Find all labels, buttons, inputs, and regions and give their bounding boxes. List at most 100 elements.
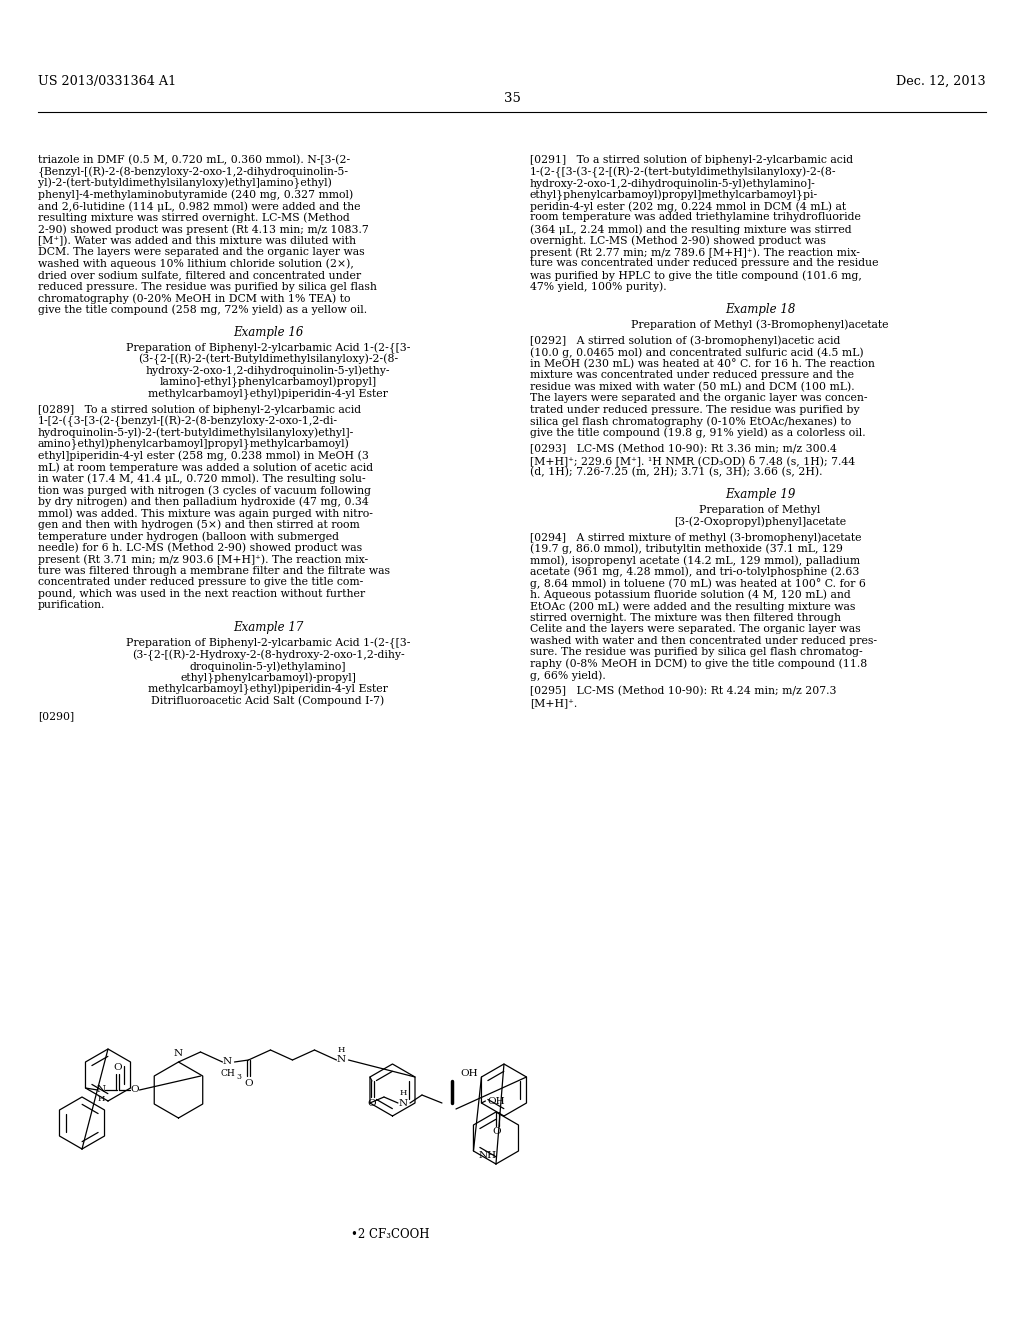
Text: {Benzyl-[(R)-2-(8-benzyloxy-2-oxo-1,2-dihydroquinolin-5-: {Benzyl-[(R)-2-(8-benzyloxy-2-oxo-1,2-di…	[38, 166, 349, 178]
Text: lamino]-ethyl}phenylcarbamoyl)propyl]: lamino]-ethyl}phenylcarbamoyl)propyl]	[160, 378, 377, 388]
Text: Example 17: Example 17	[232, 622, 303, 635]
Text: 3: 3	[236, 1073, 241, 1081]
Text: O: O	[493, 1127, 502, 1137]
Text: resulting mixture was stirred overnight. LC-MS (Method: resulting mixture was stirred overnight.…	[38, 213, 350, 223]
Text: h. Aqueous potassium fluoride solution (4 M, 120 mL) and: h. Aqueous potassium fluoride solution (…	[530, 590, 851, 601]
Text: 35: 35	[504, 92, 520, 106]
Text: washed with water and then concentrated under reduced pres-: washed with water and then concentrated …	[530, 636, 877, 645]
Text: raphy (0-8% MeOH in DCM) to give the title compound (11.8: raphy (0-8% MeOH in DCM) to give the tit…	[530, 659, 867, 669]
Text: residue was mixed with water (50 mL) and DCM (100 mL).: residue was mixed with water (50 mL) and…	[530, 381, 855, 392]
Text: and 2,6-lutidine (114 μL, 0.982 mmol) were added and the: and 2,6-lutidine (114 μL, 0.982 mmol) we…	[38, 201, 360, 211]
Text: yl)-2-(tert-butyldimethylsilanyloxy)ethyl]amino}ethyl): yl)-2-(tert-butyldimethylsilanyloxy)ethy…	[38, 178, 332, 189]
Text: methylcarbamoyl}ethyl)piperidin-4-yl Ester: methylcarbamoyl}ethyl)piperidin-4-yl Est…	[148, 684, 388, 696]
Text: N: N	[174, 1049, 183, 1059]
Text: N: N	[97, 1085, 106, 1094]
Text: acetate (961 mg, 4.28 mmol), and tri-o-tolylphosphine (2.63: acetate (961 mg, 4.28 mmol), and tri-o-t…	[530, 566, 859, 577]
Text: Example 18: Example 18	[725, 302, 796, 315]
Text: Preparation of Biphenyl-2-ylcarbamic Acid 1-(2-{[3-: Preparation of Biphenyl-2-ylcarbamic Aci…	[126, 638, 411, 649]
Text: Example 16: Example 16	[232, 326, 303, 339]
Text: Ditrifluoroacetic Acid Salt (Compound I-7): Ditrifluoroacetic Acid Salt (Compound I-…	[152, 696, 385, 706]
Text: [0290]: [0290]	[38, 711, 74, 722]
Text: present (Rt 3.71 min; m/z 903.6 [M+H]⁺). The reaction mix-: present (Rt 3.71 min; m/z 903.6 [M+H]⁺).…	[38, 554, 368, 565]
Text: chromatography (0-20% MeOH in DCM with 1% TEA) to: chromatography (0-20% MeOH in DCM with 1…	[38, 293, 350, 304]
Text: 2-90) showed product was present (Rt 4.13 min; m/z 1083.7: 2-90) showed product was present (Rt 4.1…	[38, 224, 369, 235]
Text: (10.0 g, 0.0465 mol) and concentrated sulfuric acid (4.5 mL): (10.0 g, 0.0465 mol) and concentrated su…	[530, 347, 863, 358]
Text: by dry nitrogen) and then palladium hydroxide (47 mg, 0.34: by dry nitrogen) and then palladium hydr…	[38, 496, 369, 507]
Text: triazole in DMF (0.5 M, 0.720 mL, 0.360 mmol). N-[3-(2-: triazole in DMF (0.5 M, 0.720 mL, 0.360 …	[38, 154, 350, 165]
Text: needle) for 6 h. LC-MS (Method 2-90) showed product was: needle) for 6 h. LC-MS (Method 2-90) sho…	[38, 543, 362, 553]
Text: ture was filtered through a membrane filter and the filtrate was: ture was filtered through a membrane fil…	[38, 565, 390, 576]
Text: droquinolin-5-yl)ethylamino]: droquinolin-5-yl)ethylamino]	[189, 661, 346, 672]
Text: (3-{2-[(R)-2-(tert-Butyldimethylsilanyloxy)-2-(8-: (3-{2-[(R)-2-(tert-Butyldimethylsilanylo…	[138, 354, 398, 366]
Text: in water (17.4 M, 41.4 μL, 0.720 mmol). The resulting solu-: in water (17.4 M, 41.4 μL, 0.720 mmol). …	[38, 474, 366, 484]
Text: Preparation of Methyl: Preparation of Methyl	[699, 504, 820, 515]
Text: Example 19: Example 19	[725, 488, 796, 500]
Text: give the title compound (258 mg, 72% yield) as a yellow oil.: give the title compound (258 mg, 72% yie…	[38, 305, 368, 315]
Text: hydroxy-2-oxo-1,2-dihydroquinolin-5-yl)ethylamino]-: hydroxy-2-oxo-1,2-dihydroquinolin-5-yl)e…	[530, 178, 816, 189]
Text: present (Rt 2.77 min; m/z 789.6 [M+H]⁺). The reaction mix-: present (Rt 2.77 min; m/z 789.6 [M+H]⁺).…	[530, 247, 860, 257]
Text: H: H	[98, 1096, 105, 1104]
Text: US 2013/0331364 A1: US 2013/0331364 A1	[38, 75, 176, 88]
Text: O: O	[114, 1064, 122, 1072]
Text: N: N	[337, 1056, 346, 1064]
Text: stirred overnight. The mixture was then filtered through: stirred overnight. The mixture was then …	[530, 612, 841, 623]
Text: mmol), isopropenyl acetate (14.2 mL, 129 mmol), palladium: mmol), isopropenyl acetate (14.2 mL, 129…	[530, 556, 860, 566]
Text: [0289]   To a stirred solution of biphenyl-2-ylcarbamic acid: [0289] To a stirred solution of biphenyl…	[38, 404, 361, 414]
Text: phenyl]-4-methylaminobutyramide (240 mg, 0.327 mmol): phenyl]-4-methylaminobutyramide (240 mg,…	[38, 190, 353, 201]
Text: washed with aqueous 10% lithium chloride solution (2×),: washed with aqueous 10% lithium chloride…	[38, 259, 354, 269]
Text: (d, 1H); 7.26-7.25 (m, 2H); 3.71 (s, 3H); 3.66 (s, 2H).: (d, 1H); 7.26-7.25 (m, 2H); 3.71 (s, 3H)…	[530, 467, 822, 477]
Text: ture was concentrated under reduced pressure and the residue: ture was concentrated under reduced pres…	[530, 259, 879, 268]
Text: was purified by HPLC to give the title compound (101.6 mg,: was purified by HPLC to give the title c…	[530, 271, 862, 281]
Text: 47% yield, 100% purity).: 47% yield, 100% purity).	[530, 281, 667, 292]
Text: mmol) was added. This mixture was again purged with nitro-: mmol) was added. This mixture was again …	[38, 508, 373, 519]
Text: purification.: purification.	[38, 601, 105, 610]
Text: trated under reduced pressure. The residue was purified by: trated under reduced pressure. The resid…	[530, 404, 859, 414]
Text: amino}ethyl)phenylcarbamoyl]propyl}methylcarbamoyl): amino}ethyl)phenylcarbamoyl]propyl}methy…	[38, 440, 350, 450]
Text: reduced pressure. The residue was purified by silica gel flash: reduced pressure. The residue was purifi…	[38, 281, 377, 292]
Text: H: H	[399, 1089, 407, 1097]
Text: •2 CF₃COOH: •2 CF₃COOH	[351, 1229, 429, 1242]
Text: [0293]   LC-MS (Method 10-90): Rt 3.36 min; m/z 300.4: [0293] LC-MS (Method 10-90): Rt 3.36 min…	[530, 444, 837, 454]
Text: overnight. LC-MS (Method 2-90) showed product was: overnight. LC-MS (Method 2-90) showed pr…	[530, 235, 826, 246]
Text: DCM. The layers were separated and the organic layer was: DCM. The layers were separated and the o…	[38, 247, 365, 257]
Text: gen and then with hydrogen (5×) and then stirred at room: gen and then with hydrogen (5×) and then…	[38, 520, 359, 531]
Text: mixture was concentrated under reduced pressure and the: mixture was concentrated under reduced p…	[530, 370, 854, 380]
Text: OH: OH	[487, 1097, 505, 1106]
Text: concentrated under reduced pressure to give the title com-: concentrated under reduced pressure to g…	[38, 577, 364, 587]
Text: [0294]   A stirred mixture of methyl (3-bromophenyl)acetate: [0294] A stirred mixture of methyl (3-br…	[530, 532, 861, 543]
Text: [0291]   To a stirred solution of biphenyl-2-ylcarbamic acid: [0291] To a stirred solution of biphenyl…	[530, 154, 853, 165]
Text: The layers were separated and the organic layer was concen-: The layers were separated and the organi…	[530, 393, 867, 403]
Text: 1-(2-{[3-(3-{2-[(R)-2-(tert-butyldimethylsilanyloxy)-2-(8-: 1-(2-{[3-(3-{2-[(R)-2-(tert-butyldimethy…	[530, 166, 837, 178]
Text: ethyl}phenylcarbamoyl)propyl]methylcarbamoyl}pi-: ethyl}phenylcarbamoyl)propyl]methylcarba…	[530, 190, 818, 201]
Text: N: N	[223, 1057, 232, 1067]
Text: Dec. 12, 2013: Dec. 12, 2013	[896, 75, 986, 88]
Text: OH: OH	[460, 1068, 477, 1077]
Text: NH: NH	[478, 1151, 497, 1160]
Text: Preparation of Methyl (3-Bromophenyl)acetate: Preparation of Methyl (3-Bromophenyl)ace…	[631, 319, 889, 330]
Text: dried over sodium sulfate, filtered and concentrated under: dried over sodium sulfate, filtered and …	[38, 271, 361, 280]
Text: 1-[2-({3-[3-(2-{benzyl-[(R)-2-(8-benzyloxy-2-oxo-1,2-di-: 1-[2-({3-[3-(2-{benzyl-[(R)-2-(8-benzylo…	[38, 416, 338, 428]
Text: [M+H]⁺.: [M+H]⁺.	[530, 698, 578, 708]
Text: [0295]   LC-MS (Method 10-90): Rt 4.24 min; m/z 207.3: [0295] LC-MS (Method 10-90): Rt 4.24 min…	[530, 686, 837, 697]
Text: room temperature was added triethylamine trihydrofluoride: room temperature was added triethylamine…	[530, 213, 861, 223]
Text: O: O	[130, 1085, 139, 1094]
Text: [M+H]⁺; 229.6 [M⁺]. ¹H NMR (CD₃OD) δ 7.48 (s, 1H); 7.44: [M+H]⁺; 229.6 [M⁺]. ¹H NMR (CD₃OD) δ 7.4…	[530, 455, 855, 466]
Text: hydroxy-2-oxo-1,2-dihydroquinolin-5-yl)ethy-: hydroxy-2-oxo-1,2-dihydroquinolin-5-yl)e…	[145, 366, 390, 376]
Text: g, 66% yield).: g, 66% yield).	[530, 671, 606, 681]
Text: in MeOH (230 mL) was heated at 40° C. for 16 h. The reaction: in MeOH (230 mL) was heated at 40° C. fo…	[530, 359, 874, 370]
Text: ethyl]piperidin-4-yl ester (258 mg, 0.238 mmol) in MeOH (3: ethyl]piperidin-4-yl ester (258 mg, 0.23…	[38, 450, 369, 461]
Text: EtOAc (200 mL) were added and the resulting mixture was: EtOAc (200 mL) were added and the result…	[530, 601, 855, 611]
Text: methylcarbamoyl}ethyl)piperidin-4-yl Ester: methylcarbamoyl}ethyl)piperidin-4-yl Est…	[148, 388, 388, 400]
Text: H: H	[338, 1045, 345, 1053]
Text: (19.7 g, 86.0 mmol), tributyltin methoxide (37.1 mL, 129: (19.7 g, 86.0 mmol), tributyltin methoxi…	[530, 544, 843, 554]
Text: pound, which was used in the next reaction without further: pound, which was used in the next reacti…	[38, 589, 366, 598]
Text: temperature under hydrogen (balloon with submerged: temperature under hydrogen (balloon with…	[38, 531, 339, 541]
Text: ethyl}phenylcarbamoyl)-propyl]: ethyl}phenylcarbamoyl)-propyl]	[180, 672, 356, 684]
Text: O: O	[368, 1100, 376, 1109]
Text: N: N	[398, 1098, 408, 1107]
Text: g, 8.64 mmol) in toluene (70 mL) was heated at 100° C. for 6: g, 8.64 mmol) in toluene (70 mL) was hea…	[530, 578, 866, 589]
Text: (364 μL, 2.24 mmol) and the resulting mixture was stirred: (364 μL, 2.24 mmol) and the resulting mi…	[530, 224, 852, 235]
Text: [M⁺]). Water was added and this mixture was diluted with: [M⁺]). Water was added and this mixture …	[38, 235, 356, 246]
Text: peridin-4-yl ester (202 mg, 0.224 mmol in DCM (4 mL) at: peridin-4-yl ester (202 mg, 0.224 mmol i…	[530, 201, 846, 211]
Text: silica gel flash chromatography (0-10% EtOAc/hexanes) to: silica gel flash chromatography (0-10% E…	[530, 416, 851, 426]
